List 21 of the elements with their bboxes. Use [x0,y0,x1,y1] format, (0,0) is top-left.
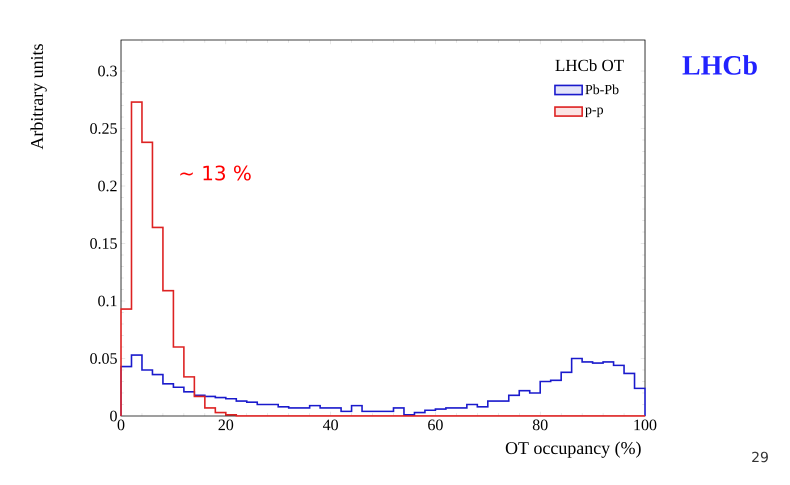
y-tick-label: 0.3 [98,66,117,76]
legend-label: Pb-Pb [585,84,619,94]
y-axis-title: Arbitrary units [30,44,47,150]
y-tick-label: 0.15 [90,238,117,249]
y-tick-label: 0 [110,410,117,422]
legend-title: LHCb OT [555,59,624,72]
x-tick-label: 40 [322,420,338,430]
y-tick-label: 0.2 [98,180,117,192]
annotation: ~ 13 % [180,165,251,181]
x-tick-label: 100 [634,420,656,430]
text: LHCb [682,55,757,75]
text: 29 [752,452,768,462]
x-tick-label: 80 [532,420,548,430]
y-tick-label: 0.1 [98,296,117,306]
x-tick-label: 20 [218,420,234,430]
y-tick-label: 0.05 [90,353,117,364]
x-axis-title: OT occupancy (%) [506,441,641,458]
x-tick-label: 60 [428,420,443,430]
y-tick-label: 0.25 [90,123,117,134]
x-tick-label: 0 [118,420,124,430]
legend-label: p-p [585,108,604,118]
